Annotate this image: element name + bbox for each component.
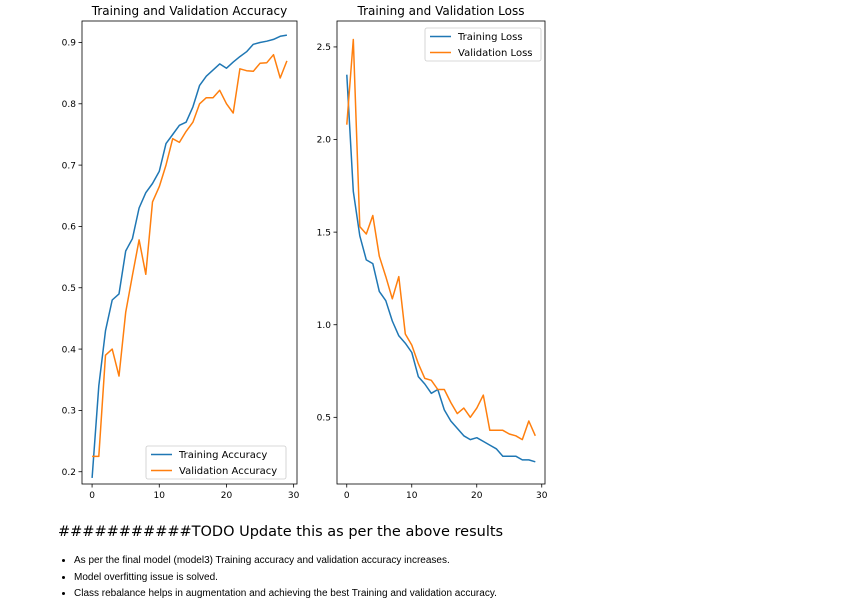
legend-label: Training Accuracy <box>178 450 267 461</box>
series-line-validation <box>346 38 536 441</box>
plot-frame <box>336 20 546 485</box>
notes-item: Class rebalance helps in augmentation an… <box>74 586 497 603</box>
y-tick-label: 0.7 <box>62 161 76 171</box>
x-tick-label: 20 <box>471 491 483 501</box>
x-tick-label: 0 <box>344 491 350 501</box>
x-tick-label: 30 <box>536 491 548 501</box>
notes-item: Model overfitting issue is solved. <box>74 570 497 587</box>
series-line-training <box>346 74 536 463</box>
x-tick-label: 0 <box>89 491 95 501</box>
charts-figure: Training and Validation Accuracy 0 10 20 30 0… <box>62 4 548 501</box>
y-tick-label: 0.3 <box>62 407 76 417</box>
y-tick-label: 0.6 <box>62 223 77 233</box>
x-tick-label: 10 <box>154 491 166 501</box>
y-tick-label: 0.2 <box>62 468 76 478</box>
y-tick-label: 0.5 <box>317 414 331 424</box>
y-tick-label: 2.0 <box>317 136 332 146</box>
y-tick-label: 0.4 <box>62 345 77 355</box>
notes-list: As per the final model (model3) Training… <box>58 553 497 603</box>
x-tick-label: 30 <box>288 491 300 501</box>
series-line-training <box>91 34 288 478</box>
chart-title: Training and Validation Accuracy <box>91 4 287 18</box>
legend-box <box>145 445 287 480</box>
x-tick-label: 10 <box>406 491 418 501</box>
y-tick-label: 0.8 <box>62 100 77 110</box>
x-tick-label: 20 <box>221 491 233 501</box>
legend-box <box>424 27 542 62</box>
y-tick-label: 2.5 <box>317 43 331 53</box>
legend-label: Validation Accuracy <box>179 466 277 477</box>
y-tick-label: 0.5 <box>62 284 76 294</box>
plot-frame <box>81 20 298 485</box>
legend-label: Validation Loss <box>458 48 533 59</box>
y-tick-label: 0.9 <box>62 39 77 49</box>
legend-label: Training Loss <box>457 32 523 43</box>
y-tick-label: 1.0 <box>317 321 332 331</box>
notes-heading: ###########TODO Update this as per the a… <box>58 524 504 540</box>
notes-item: As per the final model (model3) Training… <box>74 553 497 570</box>
series-line-validation <box>92 53 288 458</box>
chart-title: Training and Validation Loss <box>357 4 525 18</box>
y-tick-label: 1.5 <box>317 228 331 238</box>
